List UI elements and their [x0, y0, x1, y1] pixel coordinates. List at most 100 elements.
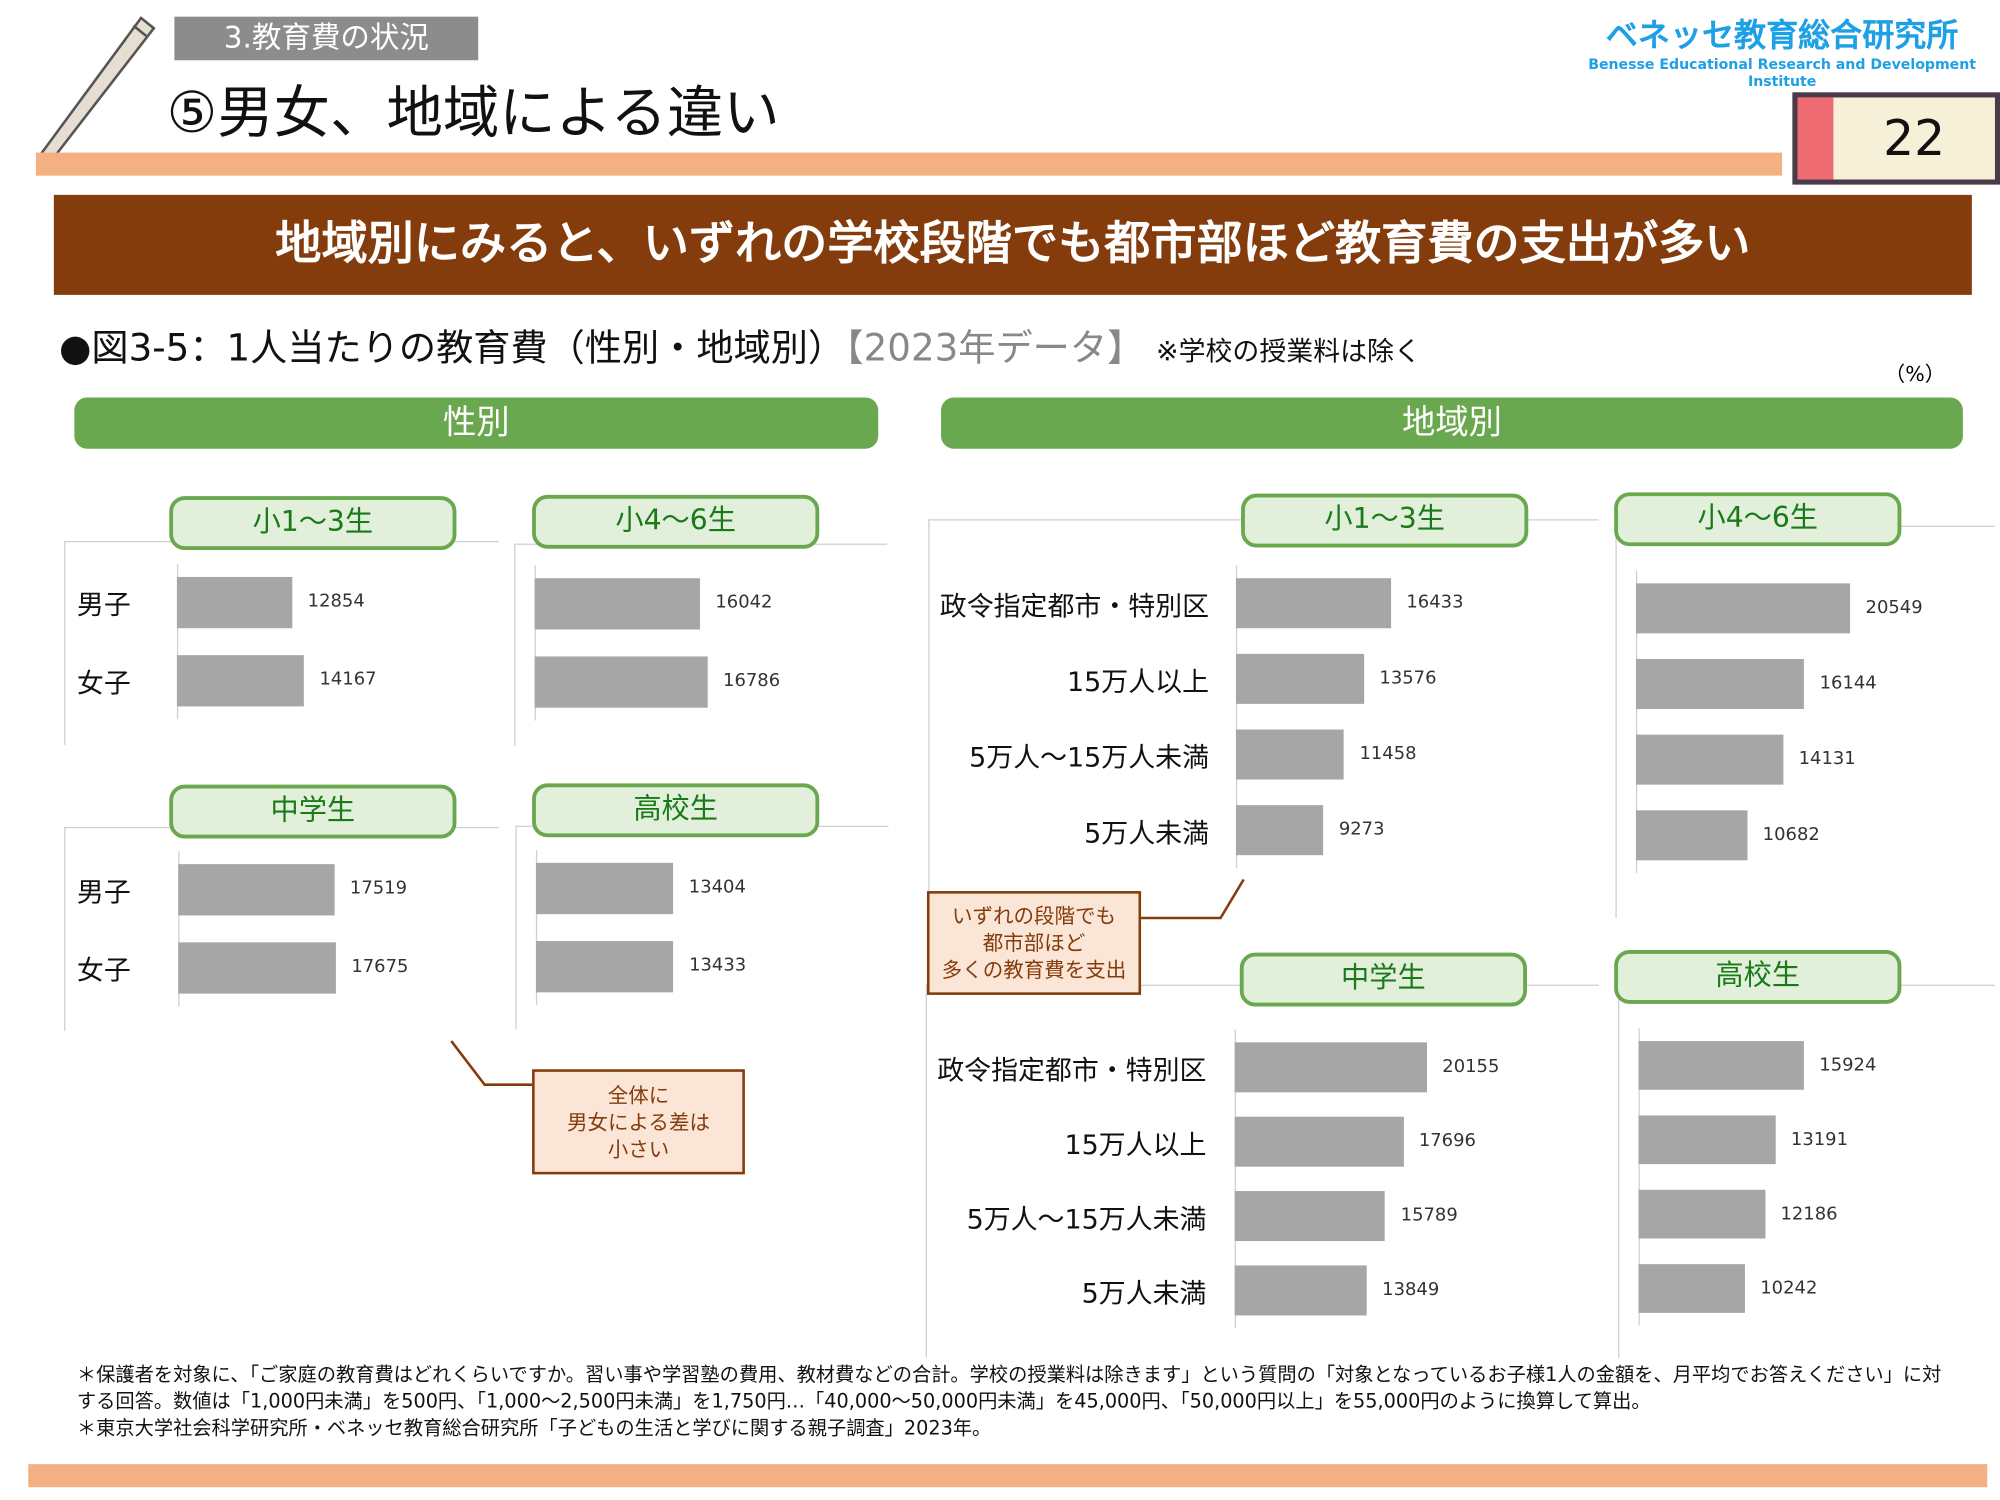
bar [1635, 734, 1784, 785]
chart-axis [176, 564, 179, 720]
page-number-box: 22 [1792, 92, 2000, 185]
category-label: 男子 [76, 589, 131, 621]
category-label: 5万人未満 [1081, 1278, 1207, 1310]
bar [535, 941, 674, 993]
chart-axis [1234, 1029, 1236, 1329]
chart-axis [1638, 1028, 1640, 1326]
bar [1235, 578, 1391, 629]
chart-title: 小4～6生 [1614, 492, 1902, 547]
data-label: 16786 [723, 670, 781, 692]
data-label: 10682 [1762, 824, 1820, 845]
unit-label: （%） [1884, 361, 1946, 386]
bar [1635, 810, 1748, 861]
chart-axis [534, 565, 536, 721]
category-label: 5万人未満 [1084, 817, 1210, 849]
bar [1638, 1115, 1776, 1165]
logo-en: Benesse Educational Research and Develop… [1588, 56, 1977, 90]
chart-axis [178, 851, 180, 1007]
chart-title: 高校生 [1614, 950, 1902, 1004]
chart-axis [1235, 565, 1238, 868]
data-label: 17675 [351, 956, 409, 977]
figure-title-text: ●図3-5：1人当たりの教育費（性別・地域別） [58, 325, 846, 370]
category-label: 5万人～15万人未満 [966, 1203, 1207, 1235]
data-label: 16042 [715, 592, 773, 613]
chart-title: 小1～3生 [169, 496, 457, 551]
data-label: 11458 [1359, 743, 1417, 765]
chart-title: 小1～3生 [1241, 493, 1529, 548]
data-label: 9273 [1338, 819, 1385, 840]
bar [178, 942, 336, 994]
data-label: 13433 [689, 955, 747, 976]
bar [176, 576, 293, 629]
callout-gender: 全体に 男女による差は 小さい [532, 1069, 745, 1175]
callout-line: 小さい [607, 1136, 670, 1161]
chart-axis [1635, 570, 1638, 874]
callout-line: いずれの段階でも [951, 903, 1117, 929]
callout-region: いずれの段階でも 都市部ほど 多くの教育費を支出 [926, 891, 1142, 995]
category-label: 政令指定都市・特別区 [939, 591, 1210, 622]
callout-line: 多くの教育費を支出 [941, 957, 1127, 983]
bar [1234, 1265, 1367, 1316]
chart-axis [535, 850, 538, 1006]
bar [534, 656, 708, 708]
pencil-icon [36, 16, 156, 169]
data-label: 16433 [1406, 592, 1464, 613]
callout-line: 全体に [607, 1082, 670, 1108]
data-label: 13404 [688, 876, 746, 898]
category-label: 男子 [76, 876, 131, 908]
data-label: 13576 [1379, 667, 1437, 689]
header-divider [35, 152, 1783, 176]
section-label: 3.教育費の状況 [174, 16, 479, 61]
bar [1638, 1264, 1745, 1313]
bar [534, 578, 700, 630]
chart-panel [64, 541, 499, 745]
chart-title: 小4～6生 [532, 494, 820, 549]
callout-line: 男女による差は [566, 1109, 710, 1135]
data-label: 16144 [1819, 673, 1877, 694]
chart-title: 中学生 [1239, 952, 1527, 1007]
bar [1635, 583, 1851, 634]
headline-banner: 地域別にみると、いずれの学校段階でも都市部ほど教育費の支出が多い [53, 194, 1972, 295]
data-label: 12186 [1780, 1203, 1838, 1225]
bar [176, 655, 305, 707]
bar [178, 864, 335, 916]
footnotes: ＊保護者を対象に、「ご家庭の教育費はどれくらいですか。習い事や学習塾の費用、教材… [77, 1362, 1949, 1443]
group-header-gender: 性別 [74, 397, 879, 449]
footnote: ＊保護者を対象に、「ご家庭の教育費はどれくらいですか。習い事や学習塾の費用、教材… [76, 1362, 1942, 1413]
data-label: 13191 [1790, 1129, 1849, 1151]
logo-jp: ベネッセ教育総合研究所 [1605, 16, 1959, 54]
bar [1235, 805, 1324, 856]
data-label: 17696 [1418, 1130, 1476, 1152]
chart-panel [64, 826, 499, 1031]
data-label: 15789 [1400, 1205, 1458, 1226]
callout-pointer-gender [450, 1040, 534, 1086]
data-label: 17519 [349, 878, 408, 899]
bar [1638, 1041, 1804, 1090]
data-label: 12854 [307, 591, 365, 612]
bar [1235, 653, 1365, 704]
bar [1234, 1191, 1386, 1242]
data-label: 14131 [1798, 748, 1856, 770]
footnote: ＊東京大学社会科学研究所・ベネッセ教育総合研究所「子どもの生活と学びに関する親子… [76, 1416, 992, 1440]
data-label: 10242 [1760, 1278, 1818, 1299]
data-label: 20549 [1865, 597, 1923, 618]
logo: ベネッセ教育総合研究所 Benesse Educational Research… [1571, 10, 1994, 90]
chart-panel [515, 825, 889, 1030]
bar [1635, 658, 1805, 710]
bar [1235, 729, 1345, 780]
category-label: 15万人以上 [1064, 1129, 1207, 1161]
page-marker [1797, 97, 1834, 180]
callout-pointer-region [1138, 878, 1245, 920]
data-label: 13849 [1382, 1279, 1440, 1301]
chart-title: 高校生 [532, 783, 820, 838]
chart-panel [514, 543, 888, 747]
bar [535, 862, 674, 915]
data-label: 20155 [1442, 1056, 1500, 1077]
bar [1234, 1042, 1427, 1093]
category-label: 5万人～15万人未満 [969, 742, 1210, 774]
data-label: 15924 [1819, 1055, 1877, 1076]
footer-divider [28, 1464, 1988, 1488]
group-header-region: 地域別 [941, 397, 1963, 449]
bar [1234, 1116, 1404, 1167]
